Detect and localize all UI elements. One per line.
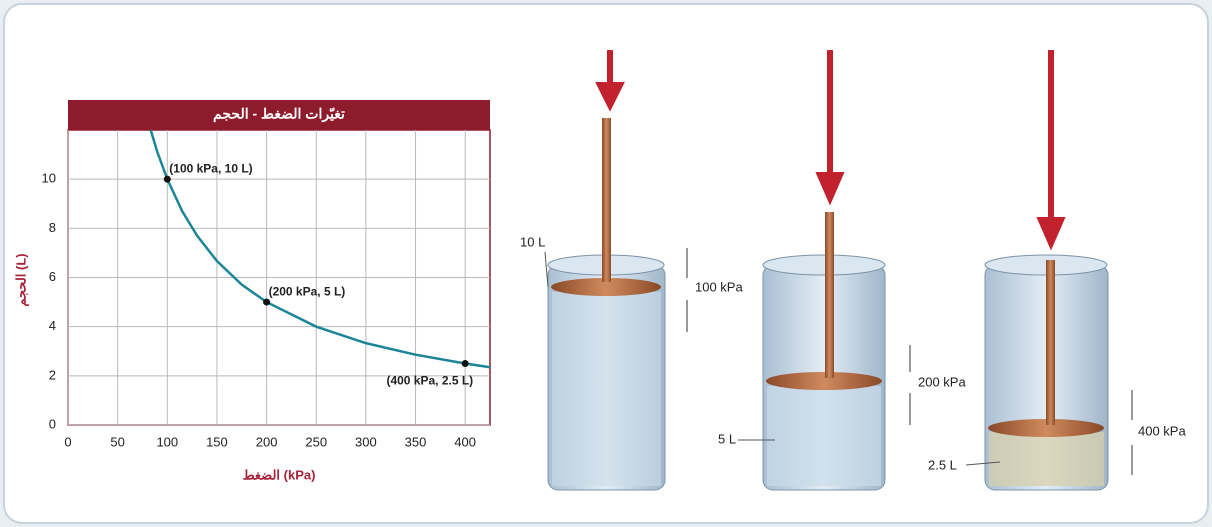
chart-title: تغيّرات الضغط - الحجم — [213, 106, 345, 123]
y-tick-label: 2 — [49, 367, 56, 382]
y-tick-label: 8 — [49, 220, 56, 235]
rod — [1046, 260, 1055, 425]
point-label: (200 kPa, 5 L) — [269, 284, 346, 298]
point-label: (100 kPa, 10 L) — [169, 161, 252, 175]
y-tick-label: 10 — [42, 171, 56, 186]
data-point — [462, 360, 469, 367]
x-axis-label: الضغط (kPa) — [243, 467, 316, 482]
cylinder-top — [763, 255, 885, 275]
figure: تغيّرات الضغط - الحجم الضغط (kPa) الحجم … — [0, 0, 1212, 527]
x-tick-label: 100 — [156, 434, 178, 449]
gas — [552, 292, 661, 486]
volume-label: 2.5 L — [928, 457, 957, 472]
x-tick-label: 50 — [110, 434, 124, 449]
y-axis-label: الحجم (L) — [13, 253, 29, 306]
pressure-label: 100 kPa — [695, 279, 743, 294]
x-tick-label: 0 — [64, 434, 71, 449]
point-label: (400 kPa, 2.5 L) — [386, 374, 473, 388]
x-tick-label: 200 — [256, 434, 278, 449]
gas — [989, 432, 1104, 486]
y-tick-label: 6 — [49, 269, 56, 284]
rod — [602, 118, 611, 282]
x-tick-label: 300 — [355, 434, 377, 449]
rod — [825, 212, 834, 378]
data-point — [164, 176, 171, 183]
volume-label: 5 L — [718, 431, 736, 446]
pressure-label: 400 kPa — [1138, 423, 1186, 438]
x-tick-label: 350 — [405, 434, 427, 449]
y-tick-label: 4 — [49, 318, 56, 333]
y-tick-label: 0 — [49, 416, 56, 431]
pressure-label: 200 kPa — [918, 374, 966, 389]
data-point — [263, 299, 270, 306]
x-tick-label: 250 — [305, 434, 327, 449]
x-tick-label: 400 — [454, 434, 476, 449]
volume-label: 10 L — [520, 234, 545, 249]
plot: 0 50 100 150 200 250 300 350 400 0 2 4 6 8 10 (100 kPa,… — [42, 130, 490, 449]
x-tick-label: 150 — [206, 434, 228, 449]
gas — [767, 386, 881, 486]
piston — [766, 372, 882, 390]
page: تغيّرات الضغط - الحجم الضغط (kPa) الحجم … — [0, 0, 1212, 527]
